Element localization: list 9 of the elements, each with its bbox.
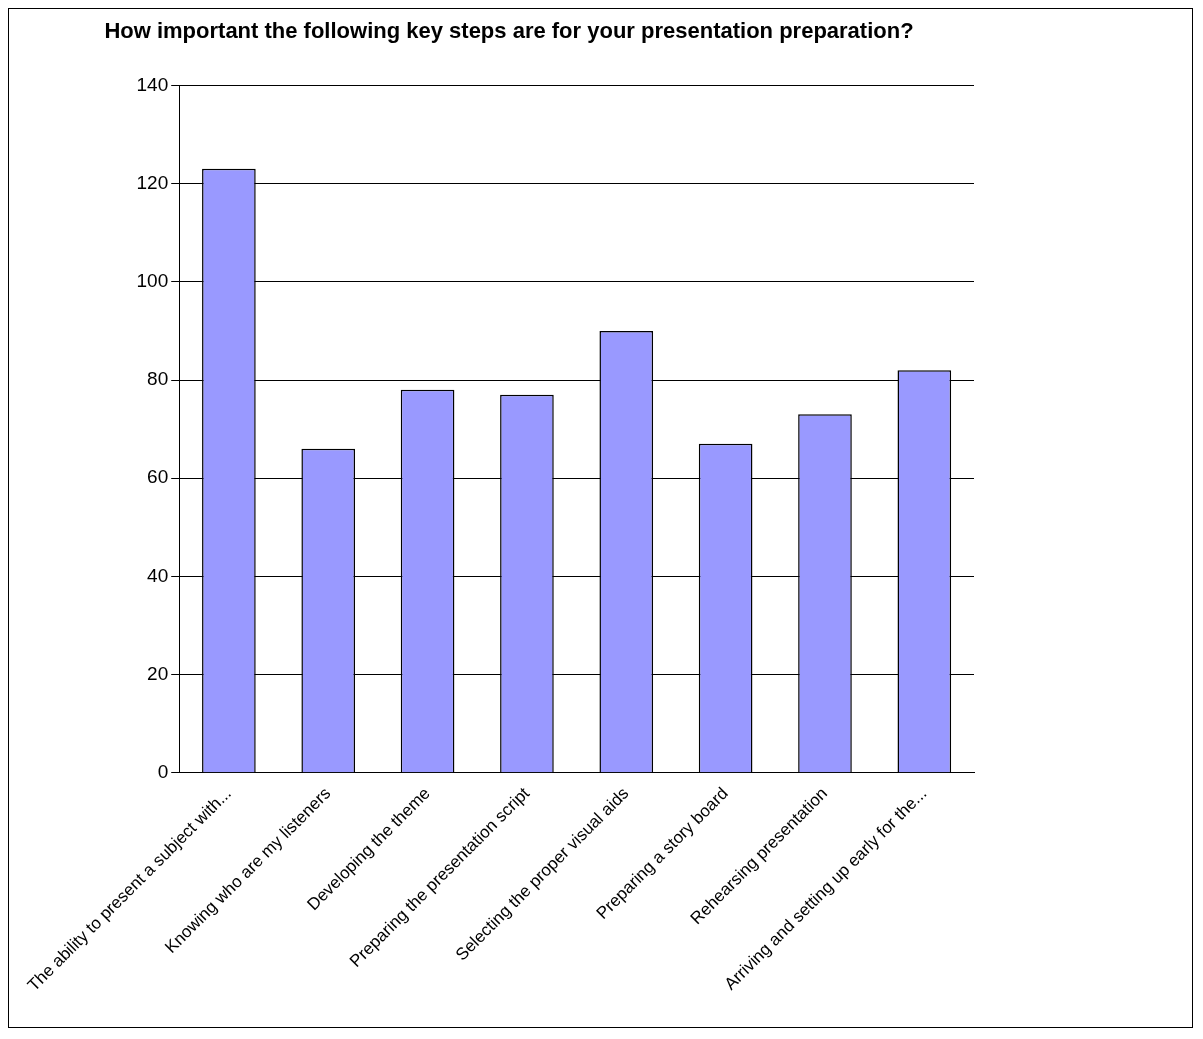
chart-title: How important the following key steps are for your presentation preparation? [104,18,914,44]
y-tick-label: 100 [136,270,169,292]
y-tick-label: 0 [157,761,169,783]
y-tick-label: 40 [147,564,169,586]
y-tick-label: 140 [136,73,169,95]
y-tick-label: 20 [147,662,169,684]
y-tick-label: 80 [147,368,169,390]
y-tick-label: 60 [147,466,169,488]
y-tick-label: 120 [136,171,169,193]
